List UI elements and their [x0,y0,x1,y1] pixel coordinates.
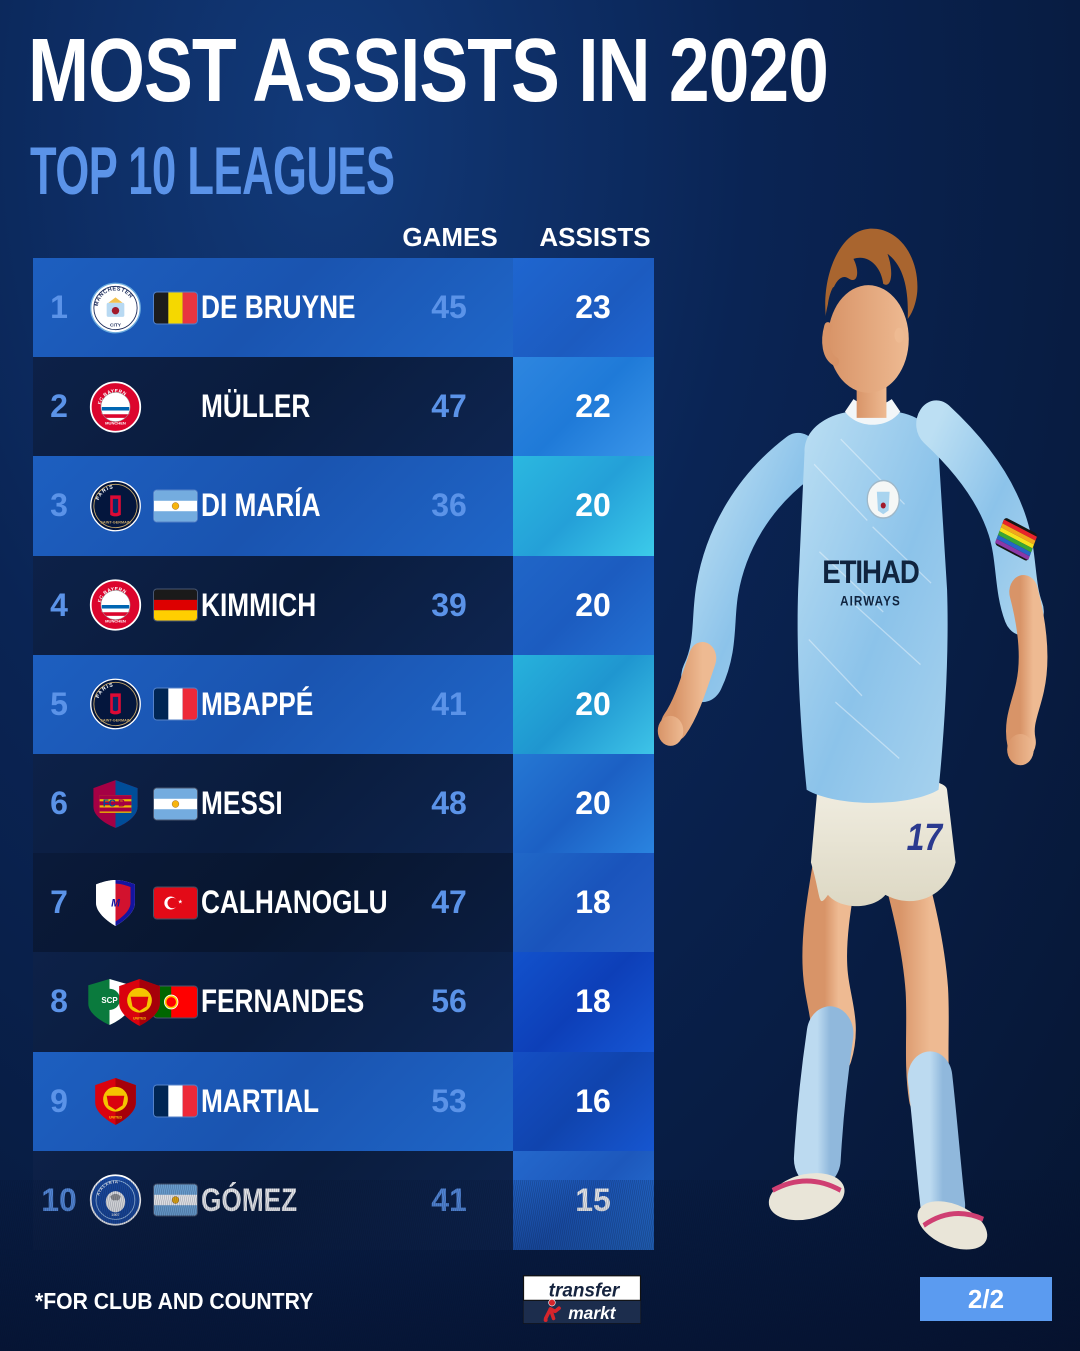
svg-text:ETIHAD: ETIHAD [822,555,919,591]
svg-text:CITY: CITY [110,322,122,328]
svg-text:B: B [118,798,125,809]
svg-text:MUNCHEN: MUNCHEN [105,420,126,425]
svg-text:MUNCHEN: MUNCHEN [105,619,126,624]
svg-text:markt: markt [568,1303,617,1323]
svg-text:SAINT-GERMAIN: SAINT-GERMAIN [100,719,131,723]
svg-text:UNITED: UNITED [109,1116,123,1120]
svg-text:transfer: transfer [549,1280,621,1301]
svg-text:SAINT-GERMAIN: SAINT-GERMAIN [100,521,131,525]
svg-text:M: M [111,897,121,909]
svg-text:17: 17 [907,816,944,858]
svg-text:UNITED: UNITED [133,1017,147,1021]
svg-text:FC: FC [103,798,116,809]
svg-text:AIRWAYS: AIRWAYS [840,593,901,609]
